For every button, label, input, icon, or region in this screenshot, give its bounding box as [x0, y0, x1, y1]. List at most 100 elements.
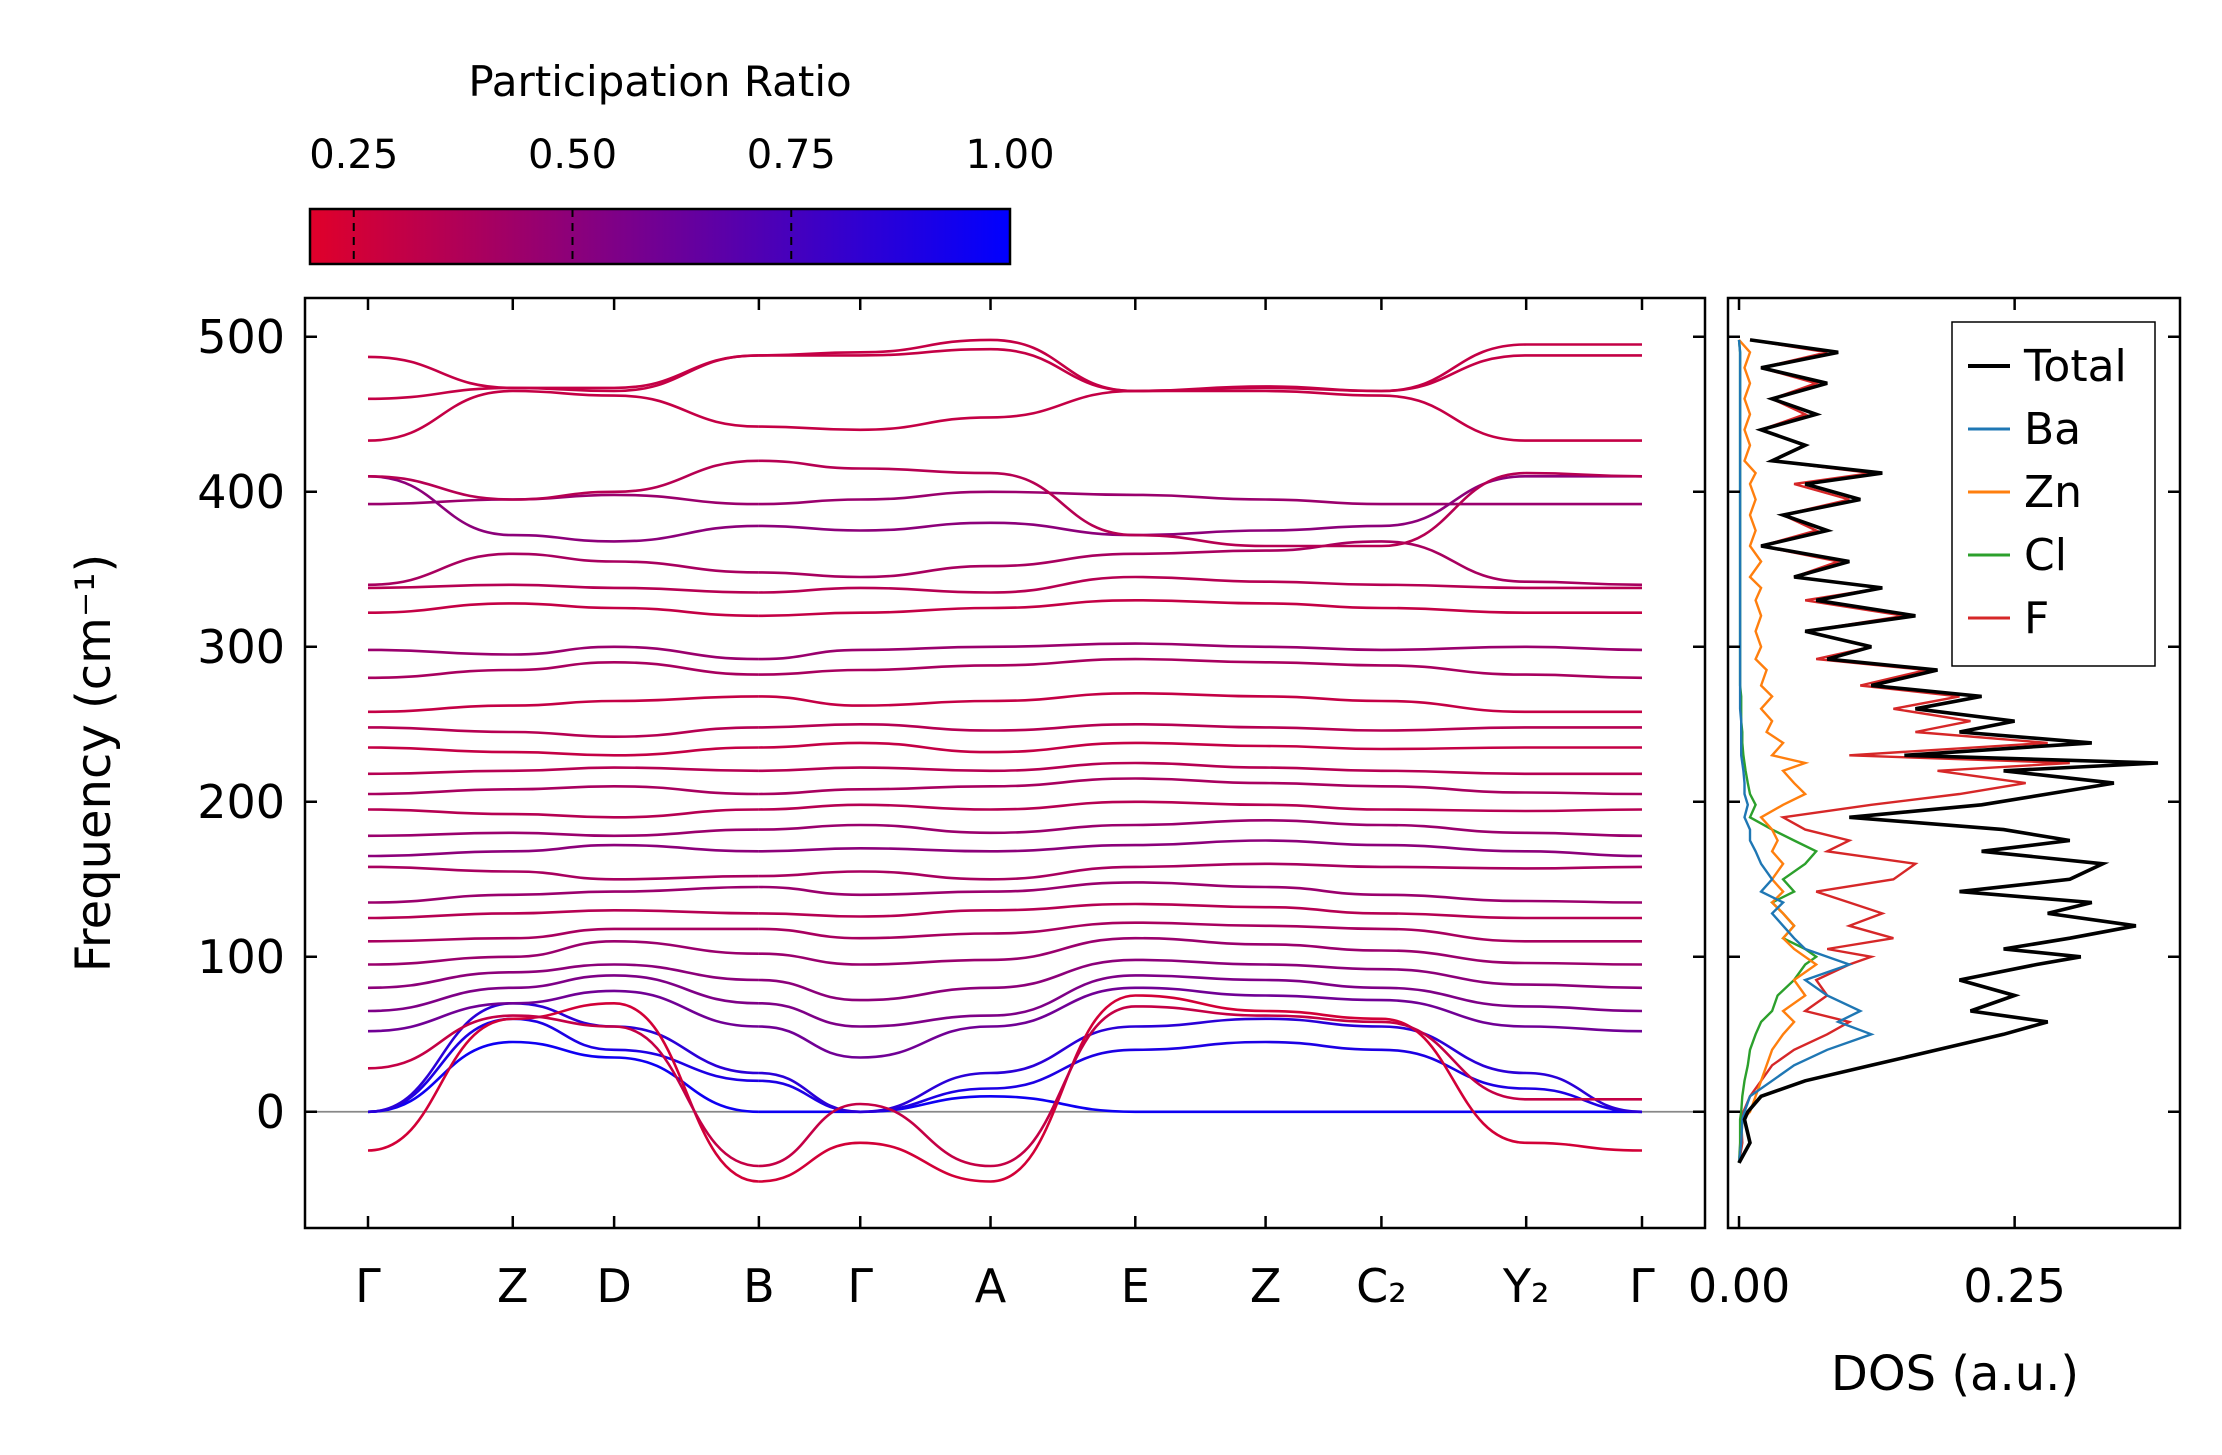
band-band-10-seg-2	[990, 921, 1642, 943]
y-tick-label-0: 0	[256, 1085, 285, 1139]
band-band-6-seg-1	[758, 1025, 991, 1059]
band-band-19-seg-1	[758, 741, 991, 754]
colorbar-tick-label-1: 0.50	[528, 132, 617, 178]
y-axis-label: Frequency (cm⁻¹)	[66, 554, 122, 972]
band-band-20-seg-0	[367, 726, 759, 739]
x-tick-label-10: Γ	[1629, 1259, 1655, 1313]
dos-x-tick-label-1: 0.25	[1963, 1259, 2065, 1313]
band-band-24-seg-2	[990, 598, 1642, 614]
band-band-23-seg-0	[367, 645, 759, 661]
band-band-18-seg-0	[367, 766, 759, 776]
legend-label-total: Total	[2023, 341, 2127, 392]
band-axes-frame	[303, 296, 1707, 1230]
band-band-22-seg-0	[367, 660, 759, 680]
x-tick-label-4: Γ	[847, 1259, 873, 1313]
band-band-19-seg-0	[367, 746, 759, 757]
y-tick-label-300: 300	[197, 620, 285, 674]
legend-label-cl: Cl	[2024, 530, 2067, 581]
band-band-32-seg-2	[990, 338, 1642, 393]
band-band-21-seg-1	[758, 695, 991, 707]
y-tick-label-100: 100	[197, 930, 285, 984]
band-band-27-seg-2	[990, 490, 1642, 506]
x-axis-label: DOS (a.u.)	[1831, 1346, 2079, 1402]
band-band-28-seg-1	[758, 521, 991, 532]
band-band-22-seg-2	[990, 657, 1643, 680]
band-band-27-seg-1	[758, 490, 991, 506]
band-band-15-seg-1	[758, 823, 991, 835]
band-band-21-seg-2	[990, 691, 1642, 714]
band-band-23-seg-2	[990, 642, 1643, 652]
dos-line-f	[1737, 338, 2070, 1164]
band-unstable-1-seg-2	[990, 994, 1643, 1183]
dos-x-tick-label-0: 0.00	[1688, 1259, 1790, 1313]
x-tick-label-5: A	[975, 1259, 1007, 1313]
band-band-14-seg-1	[758, 846, 991, 853]
band-band-21-seg-0	[367, 695, 759, 714]
band-band-31-seg-2	[990, 347, 1642, 393]
band-band-8-seg-1	[758, 978, 991, 1002]
band-band-12-seg-2	[990, 881, 1643, 904]
band-band-32-seg-1	[758, 338, 991, 357]
band-band-11-seg-2	[990, 902, 1642, 920]
band-band-29-seg-1	[758, 459, 991, 475]
band-band-20-seg-2	[990, 722, 1642, 732]
band-band-25-seg-0	[367, 583, 759, 594]
band-acoustic-3-seg-1	[758, 1071, 991, 1114]
colorbar: Participation Ratio 0.25 0.50 0.75 1.00	[308, 57, 1055, 266]
band-band-25-seg-1	[758, 586, 991, 594]
band-band-19-seg-2	[990, 741, 1642, 754]
y-tick-label-400: 400	[197, 465, 285, 519]
band-band-30-seg-1	[758, 416, 991, 432]
colorbar-tick-label-0: 0.25	[309, 132, 398, 178]
colorbar-title: Participation Ratio	[468, 57, 851, 106]
colorbar-tick-label-3: 1.00	[965, 132, 1054, 178]
dos-line-ba	[1737, 339, 1875, 1164]
band-acoustic-2-seg-1	[758, 1079, 991, 1114]
band-band-14-seg-0	[367, 843, 759, 858]
x-tick-label-9: Y₂	[1502, 1259, 1550, 1313]
band-band-11-seg-0	[367, 908, 759, 920]
band-unstable-2-seg-0	[367, 1014, 759, 1168]
band-band-23-seg-1	[758, 645, 991, 661]
band-band-17-seg-2	[990, 777, 1643, 796]
band-band-9-seg-1	[758, 952, 991, 966]
band-band-7-seg-1	[758, 1002, 991, 1028]
band-band-26-seg-1	[758, 564, 991, 579]
dos-panel: 0.00 0.25 DOS (a.u.) Total Ba Zn Cl F	[1688, 296, 2182, 1402]
band-band-17-seg-1	[758, 785, 991, 796]
band-band-30-seg-0	[367, 389, 759, 442]
x-tick-label-6: E	[1121, 1259, 1150, 1313]
band-structure-panel: 0 100 200 300 400 500 Γ Z D B Γ A E Z C₂ Y₂ Γ Frequency…	[66, 296, 1707, 1313]
band-band-29-seg-0	[367, 459, 759, 501]
x-tick-label-2: D	[596, 1259, 631, 1313]
band-band-8-seg-2	[990, 958, 1643, 990]
band-band-28-seg-2	[990, 474, 1642, 537]
band-band-29-seg-2	[990, 471, 1643, 548]
band-band-17-seg-0	[367, 784, 759, 796]
band-acoustic-1-seg-0	[367, 1040, 759, 1114]
band-band-10-seg-0	[367, 927, 759, 943]
band-band-20-seg-1	[758, 722, 991, 732]
x-tick-label-7: Z	[1250, 1259, 1282, 1313]
dos-lines	[1737, 338, 2159, 1164]
band-band-7-seg-2	[990, 974, 1643, 1017]
band-band-15-seg-2	[990, 818, 1643, 838]
x-tick-label-1: Z	[497, 1259, 529, 1313]
x-tick-label-8: C₂	[1356, 1259, 1407, 1313]
legend-label-zn: Zn	[2024, 467, 2082, 518]
band-band-12-seg-1	[758, 885, 991, 897]
dos-axes-frame	[1726, 296, 2182, 1230]
band-band-24-seg-0	[367, 602, 759, 618]
band-band-11-seg-1	[758, 909, 991, 918]
band-x-ticks: Γ Z D B Γ A E Z C₂ Y₂ Γ	[355, 298, 1655, 1313]
dos-line-zn	[1737, 339, 1819, 1164]
y-tick-label-500: 500	[197, 310, 285, 364]
band-band-8-seg-0	[367, 963, 759, 990]
band-unstable-1-seg-1	[758, 1141, 991, 1183]
legend-label-f: F	[2024, 593, 2049, 644]
band-band-16-seg-1	[758, 803, 991, 811]
band-unstable-2-seg-1	[758, 1102, 991, 1168]
band-unstable-1-seg-0	[367, 1001, 759, 1183]
band-acoustic-3-seg-2	[990, 1017, 1643, 1114]
